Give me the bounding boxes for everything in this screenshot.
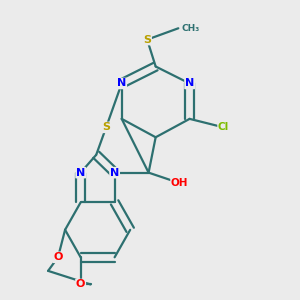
Text: CH₃: CH₃ — [181, 24, 200, 33]
Text: Cl: Cl — [218, 122, 229, 132]
Text: OH: OH — [171, 178, 188, 188]
Text: N: N — [185, 79, 194, 88]
Text: O: O — [76, 280, 85, 290]
Text: N: N — [76, 168, 85, 178]
Text: N: N — [110, 168, 119, 178]
Text: N: N — [117, 79, 126, 88]
Text: S: S — [143, 34, 151, 45]
Text: O: O — [53, 252, 63, 262]
Text: S: S — [102, 122, 110, 132]
